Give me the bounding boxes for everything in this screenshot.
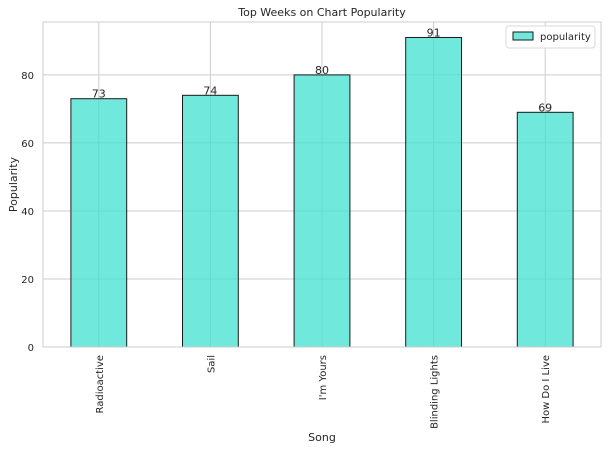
bar bbox=[405, 36, 463, 348]
legend-entry: popularity bbox=[540, 32, 591, 43]
y-tick-label: 40 bbox=[21, 207, 34, 218]
data-label: 69 bbox=[538, 101, 552, 114]
data-labels: 73 74 80 91 69 bbox=[92, 26, 552, 114]
y-tick-label: 20 bbox=[21, 275, 34, 286]
y-tick-label: 80 bbox=[21, 71, 34, 82]
y-tick-label: 0 bbox=[28, 343, 34, 354]
y-axis-label: Popularity bbox=[7, 156, 20, 212]
bar bbox=[293, 74, 351, 348]
x-ticks: Radioactive Sail I'm Yours Blinding Lights H… bbox=[95, 355, 552, 429]
y-tick-label: 60 bbox=[21, 139, 34, 150]
data-label: 91 bbox=[427, 26, 441, 39]
plot-frame bbox=[42, 21, 602, 348]
x-tick-label: How Do I Live bbox=[541, 355, 552, 424]
x-tick-label: Radioactive bbox=[95, 355, 106, 414]
legend: popularity bbox=[505, 25, 596, 49]
x-axis-label: Song bbox=[308, 431, 336, 444]
x-tick-label: Sail bbox=[206, 355, 217, 373]
y-ticks: 0 20 40 60 80 bbox=[21, 71, 34, 354]
bar bbox=[516, 111, 574, 348]
x-tick-label: Blinding Lights bbox=[430, 355, 441, 429]
x-tick-label: I'm Yours bbox=[318, 355, 329, 400]
data-label: 74 bbox=[203, 84, 217, 97]
bar bbox=[182, 94, 239, 348]
data-label: 80 bbox=[315, 64, 329, 77]
chart-title: Top Weeks on Chart Popularity bbox=[237, 6, 406, 19]
bars bbox=[70, 36, 574, 348]
bar bbox=[70, 98, 128, 348]
legend-swatch bbox=[512, 31, 534, 41]
data-label: 73 bbox=[92, 88, 106, 101]
